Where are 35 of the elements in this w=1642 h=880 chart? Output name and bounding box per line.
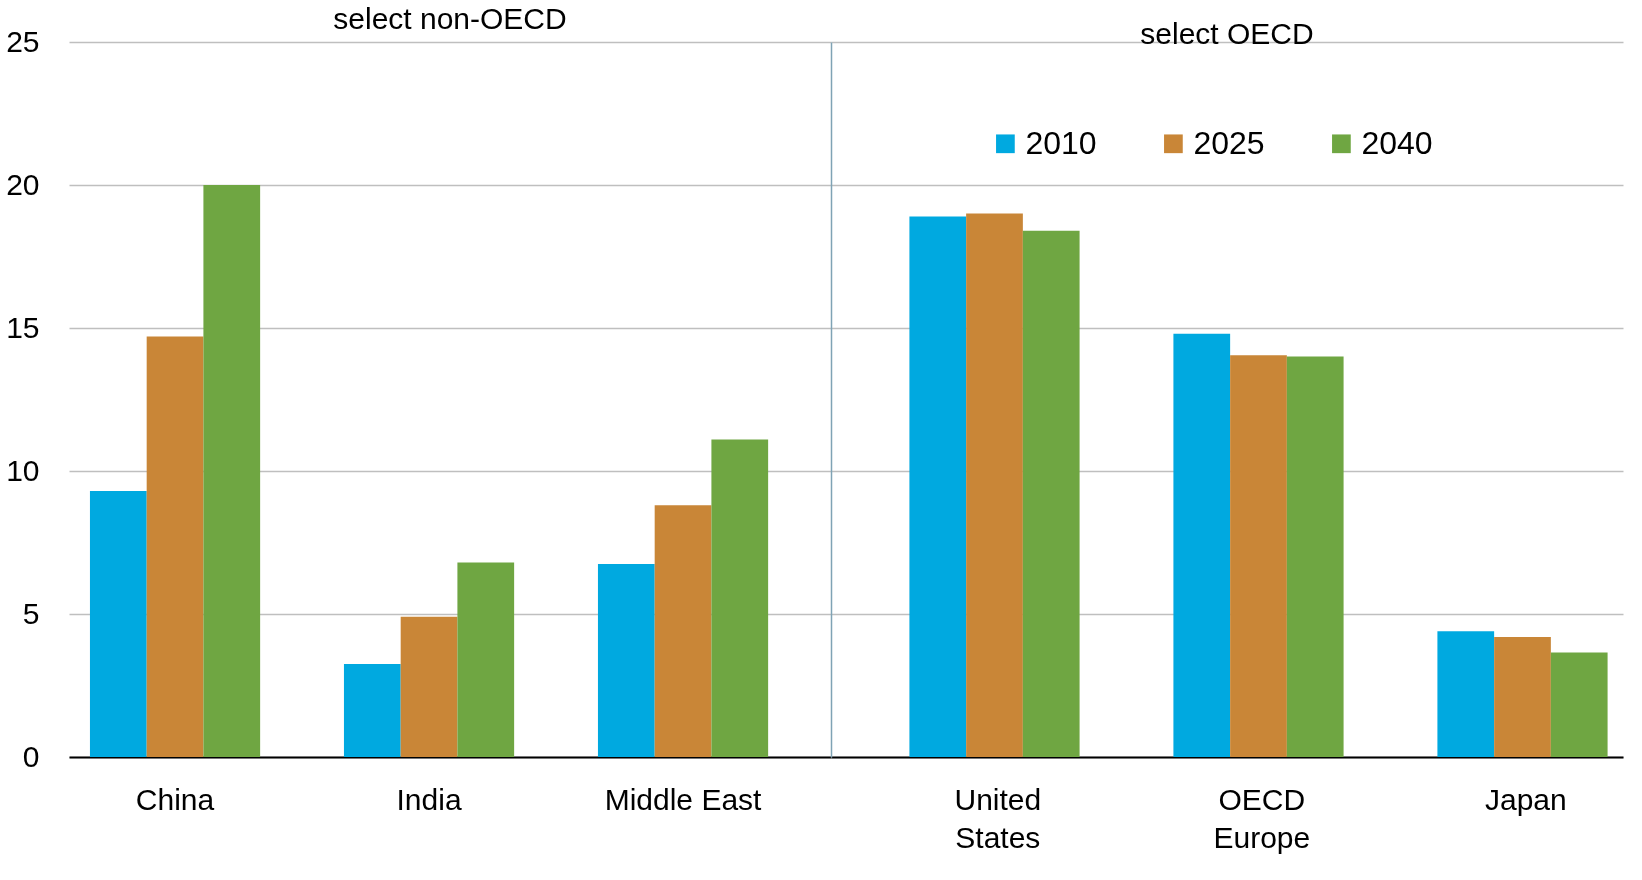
bar — [457, 562, 515, 757]
x-tick-label: Middle East — [604, 782, 763, 816]
chart-title: select OECD — [1140, 17, 1314, 50]
bar — [1286, 356, 1344, 757]
bar — [966, 213, 1023, 757]
y-tick-label: 0 — [22, 739, 40, 773]
bar — [1230, 355, 1287, 757]
x-tick-label: China — [135, 782, 215, 816]
bar — [597, 563, 655, 757]
bar — [343, 664, 401, 757]
legend-label: 2040 — [1361, 124, 1433, 161]
y-tick-label: 10 — [6, 453, 40, 487]
bar — [1494, 636, 1551, 757]
bar — [1437, 631, 1495, 757]
bar — [1550, 652, 1608, 757]
x-tick-label: India — [396, 782, 462, 816]
bar — [1173, 333, 1231, 757]
bar — [654, 505, 712, 757]
x-tick-label: United States — [954, 782, 1042, 854]
bar — [400, 616, 458, 757]
bar — [203, 185, 261, 757]
bar — [146, 336, 204, 757]
x-tick-label: Japan — [1484, 782, 1567, 816]
x-tick-label: OECD Europe — [1213, 782, 1311, 854]
y-tick-label: 25 — [6, 24, 40, 58]
bar — [711, 439, 769, 757]
bar — [909, 216, 967, 757]
y-tick-label: 15 — [6, 310, 40, 344]
legend-label: 2025 — [1193, 124, 1265, 161]
legend-label: 2010 — [1025, 124, 1097, 161]
bar — [1022, 230, 1080, 757]
bar — [89, 491, 147, 757]
y-tick-label: 5 — [22, 596, 40, 630]
y-tick-label: 20 — [6, 167, 40, 201]
chart-title: select non-OECD — [333, 2, 567, 35]
